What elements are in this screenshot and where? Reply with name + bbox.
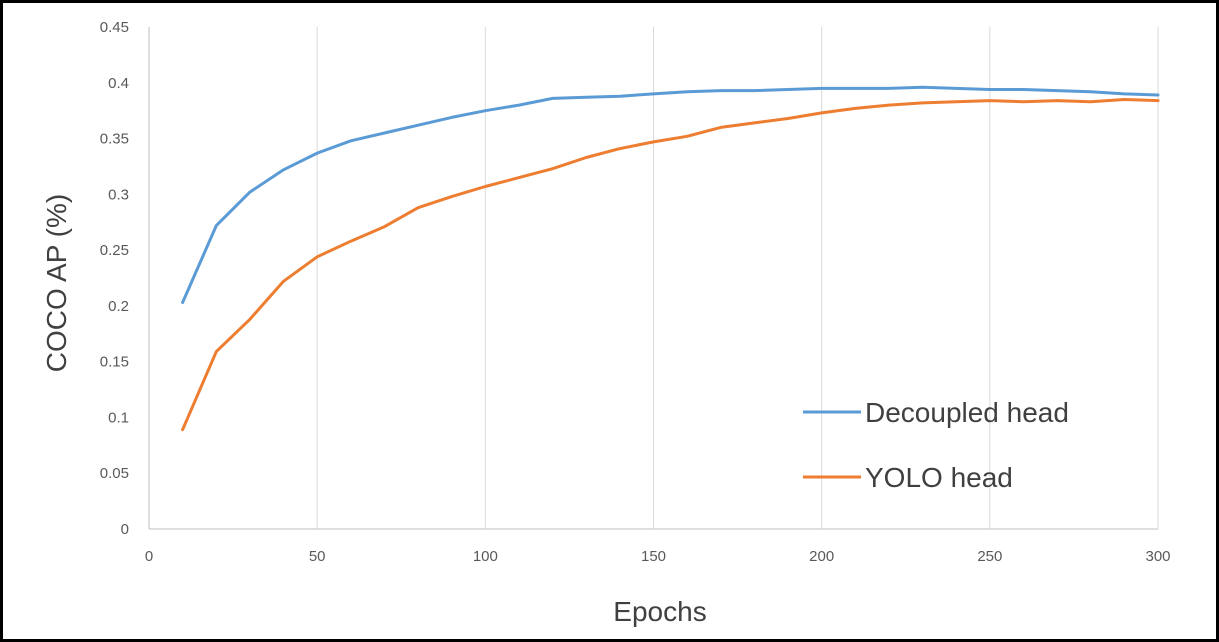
legend-label-decoupled-head: Decoupled head xyxy=(865,397,1069,428)
y-tick-label: 0.1 xyxy=(108,409,129,426)
x-axis-title: Epochs xyxy=(613,596,706,627)
x-tick-label: 300 xyxy=(1145,548,1170,565)
x-tick-label: 0 xyxy=(145,548,153,565)
legend: Decoupled head YOLO head xyxy=(803,397,1069,493)
chart-frame: 0 0.05 0.1 0.15 0.2 0.25 0.3 0.35 0.4 0.45 0 50 100… xyxy=(3,3,1216,639)
x-tick-label: 200 xyxy=(809,548,834,565)
y-tick-labels: 0 0.05 0.1 0.15 0.2 0.25 0.3 0.35 0.4 0.45 xyxy=(100,19,129,538)
y-tick-label: 0 xyxy=(121,521,129,538)
series-lines xyxy=(181,85,1160,432)
series-line-yolo-head xyxy=(181,98,1160,432)
x-tick-label: 150 xyxy=(641,548,666,565)
y-tick-label: 0.3 xyxy=(108,186,129,203)
y-tick-label: 0.2 xyxy=(108,298,129,315)
x-tick-label: 250 xyxy=(977,548,1002,565)
x-tick-label: 100 xyxy=(473,548,498,565)
x-tick-labels: 0 50 100 150 200 250 300 xyxy=(145,548,1171,565)
axes xyxy=(148,27,1158,530)
line-chart: 0 0.05 0.1 0.15 0.2 0.25 0.3 0.35 0.4 0.45 0 50 100… xyxy=(41,19,1171,627)
legend-label-yolo-head: YOLO head xyxy=(865,462,1013,493)
y-tick-label: 0.15 xyxy=(100,354,129,371)
series-line-decoupled-head xyxy=(181,85,1160,304)
y-axis-title: COCO AP (%) xyxy=(41,194,72,372)
y-tick-label: 0.25 xyxy=(100,242,129,259)
y-tick-label: 0.45 xyxy=(100,19,129,36)
y-tick-label: 0.35 xyxy=(100,131,129,148)
y-tick-label: 0.4 xyxy=(108,75,129,92)
y-tick-label: 0.05 xyxy=(100,465,129,482)
x-tick-label: 50 xyxy=(309,548,326,565)
